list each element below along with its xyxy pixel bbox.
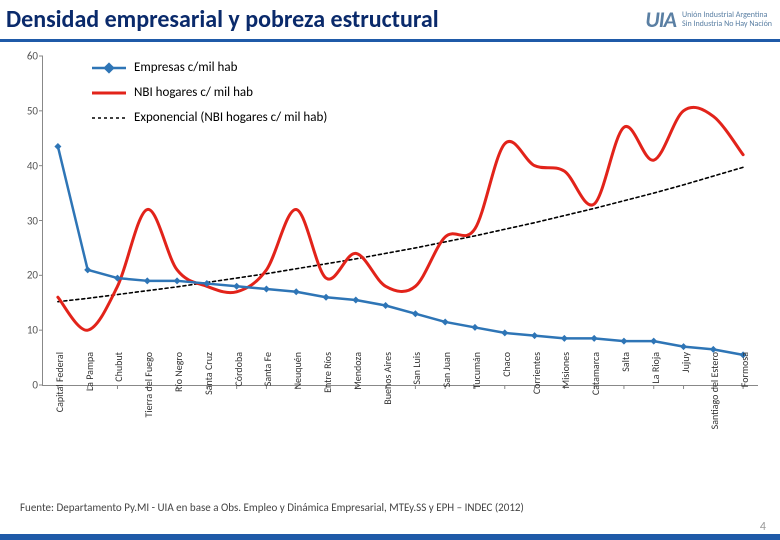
y-tick-label: 40 xyxy=(27,159,38,172)
x-tick-label: Neuquén xyxy=(291,352,304,389)
x-tick-label: La Rioja xyxy=(649,352,662,383)
legend-swatch-trend xyxy=(92,111,126,125)
legend-item-empresas: Empresas c/mil hab xyxy=(92,60,327,75)
x-tick-label: Chaco xyxy=(500,352,513,377)
legend-label-trend: Exponencial (NBI hogares c/ mil hab) xyxy=(134,110,327,125)
x-tick-label: Formosa xyxy=(738,352,751,387)
x-tick-label: Entre Ríos xyxy=(321,352,334,393)
chart-legend: Empresas c/mil hab NBI hogares c/ mil ha… xyxy=(92,60,327,135)
y-tick-label: 0 xyxy=(32,379,38,392)
footer-bar xyxy=(0,534,780,540)
source-text: Fuente: Departamento Py.MI - UIA en base… xyxy=(20,501,524,514)
uia-logo: UIA Unión Industrial Argentina Sin Indus… xyxy=(645,6,780,33)
x-tick-label: San Juan xyxy=(440,352,453,387)
x-tick-label: Río Negro xyxy=(172,352,185,392)
x-tick-label: La Pampa xyxy=(83,352,96,391)
legend-label-empresas: Empresas c/mil hab xyxy=(134,60,237,75)
x-tick-label: Tucumán xyxy=(470,352,483,389)
legend-swatch-nbi xyxy=(92,86,126,100)
x-tick-label: Misiones xyxy=(559,352,572,388)
logo-acronym: UIA xyxy=(645,6,676,33)
y-axis: 0102030405060 xyxy=(12,56,42,386)
y-tick-label: 50 xyxy=(27,104,38,117)
x-tick-label: Mendoza xyxy=(351,352,364,390)
x-tick-label: Jujuy xyxy=(679,352,692,373)
x-tick-label: Buenos Aires xyxy=(381,352,394,405)
x-tick-label: Córdoba xyxy=(232,352,245,387)
page-number: 4 xyxy=(760,520,766,534)
y-tick-label: 60 xyxy=(27,50,38,63)
legend-label-nbi: NBI hogares c/ mil hab xyxy=(134,85,253,100)
y-tick-label: 30 xyxy=(27,214,38,227)
x-tick-label: Capital Federal xyxy=(53,352,66,412)
x-tick-label: San Luis xyxy=(410,352,423,385)
slide-header: Densidad empresarial y pobreza estructur… xyxy=(0,0,780,42)
x-tick-label: Tierra del Fuego xyxy=(142,352,155,417)
x-tick-label: Salta xyxy=(619,352,632,372)
x-axis-labels: Capital Federal La Pampa Chubut Tierra del … xyxy=(42,348,758,458)
page-title: Densidad empresarial y pobreza estructur… xyxy=(0,5,645,34)
x-tick-label: Corrientes xyxy=(530,352,543,394)
logo-line2: Sin Industria No Hay Nación xyxy=(682,20,772,29)
y-tick-label: 10 xyxy=(27,324,38,337)
y-tick-label: 20 xyxy=(27,269,38,282)
logo-subtext: Unión Industrial Argentina Sin Industria… xyxy=(682,11,772,29)
x-tick-label: Chubut xyxy=(112,352,125,382)
legend-item-trend: Exponencial (NBI hogares c/ mil hab) xyxy=(92,110,327,125)
x-tick-label: Santa Fe xyxy=(261,352,274,386)
x-tick-label: Santa Cruz xyxy=(202,352,215,395)
x-tick-label: Santiago del Estero xyxy=(708,352,721,429)
legend-swatch-empresas xyxy=(92,61,126,75)
legend-item-nbi: NBI hogares c/ mil hab xyxy=(92,85,327,100)
x-tick-label: Catamarca xyxy=(589,352,602,395)
